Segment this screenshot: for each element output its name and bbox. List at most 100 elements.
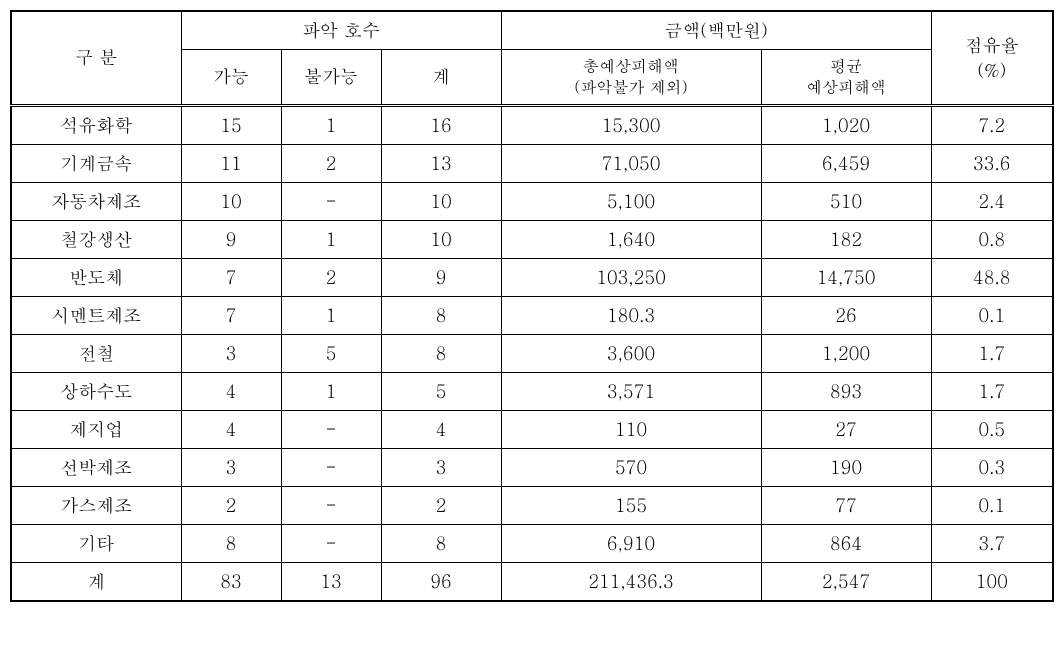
cell-possible: 10 (181, 182, 281, 220)
cell-possible: 8 (181, 524, 281, 562)
cell-category: 제지업 (11, 410, 181, 448)
cell-total_damage: 1,640 (501, 220, 761, 258)
cell-avg_damage: 27 (761, 410, 931, 448)
cell-category: 기계금속 (11, 144, 181, 182)
header-count-group: 파악 호수 (181, 11, 501, 50)
cell-avg_damage: 6,459 (761, 144, 931, 182)
cell-share: 1.7 (931, 334, 1053, 372)
cell-impossible: 1 (281, 296, 381, 334)
cell-category: 자동차제조 (11, 182, 181, 220)
cell-subtotal: 2 (381, 486, 501, 524)
cell-total_damage: 180.3 (501, 296, 761, 334)
cell-avg_damage: 893 (761, 372, 931, 410)
header-avg-damage-l1: 평균 (830, 54, 862, 77)
cell-subtotal: 8 (381, 524, 501, 562)
header-share-label: 점유율 (965, 33, 1019, 58)
cell-subtotal: 16 (381, 105, 501, 144)
cell-share: 0.1 (931, 296, 1053, 334)
table-row: 기계금속1121371,0506,45933.6 (11, 144, 1053, 182)
cell-impossible: 1 (281, 372, 381, 410)
header-amount-group: 금액(백만원) (501, 11, 931, 50)
cell-avg_damage: 190 (761, 448, 931, 486)
header-impossible: 불가능 (281, 50, 381, 106)
cell-impossible: 1 (281, 220, 381, 258)
cell-share: 100 (931, 562, 1053, 601)
header-total-damage-l2: (파악불가 제외) (574, 75, 687, 98)
cell-possible: 83 (181, 562, 281, 601)
header-total-damage-l1: 총예상피해액 (583, 54, 679, 77)
cell-possible: 3 (181, 448, 281, 486)
cell-avg_damage: 1,020 (761, 105, 931, 144)
cell-possible: 3 (181, 334, 281, 372)
cell-avg_damage: 77 (761, 486, 931, 524)
cell-possible: 11 (181, 144, 281, 182)
cell-subtotal: 13 (381, 144, 501, 182)
header-avg-damage: 평균 예상피해액 (761, 50, 931, 106)
cell-avg_damage: 14,750 (761, 258, 931, 296)
cell-impossible: - (281, 448, 381, 486)
cell-impossible: - (281, 524, 381, 562)
cell-avg_damage: 2,547 (761, 562, 931, 601)
cell-total_damage: 211,436.3 (501, 562, 761, 601)
cell-share: 0.1 (931, 486, 1053, 524)
cell-possible: 4 (181, 372, 281, 410)
cell-category: 가스제조 (11, 486, 181, 524)
cell-category: 석유화학 (11, 105, 181, 144)
cell-impossible: 13 (281, 562, 381, 601)
cell-share: 1.7 (931, 372, 1053, 410)
cell-total_damage: 110 (501, 410, 761, 448)
table-row: 계831396211,436.32,547100 (11, 562, 1053, 601)
cell-avg_damage: 182 (761, 220, 931, 258)
cell-impossible: - (281, 410, 381, 448)
cell-avg_damage: 1,200 (761, 334, 931, 372)
cell-subtotal: 8 (381, 296, 501, 334)
cell-total_damage: 6,910 (501, 524, 761, 562)
table-row: 석유화학1511615,3001,0207.2 (11, 105, 1053, 144)
table-row: 자동차제조10-105,1005102.4 (11, 182, 1053, 220)
table-row: 기타8-86,9108643.7 (11, 524, 1053, 562)
cell-share: 7.2 (931, 105, 1053, 144)
cell-share: 33.6 (931, 144, 1053, 182)
cell-impossible: 2 (281, 258, 381, 296)
cell-total_damage: 5,100 (501, 182, 761, 220)
cell-subtotal: 10 (381, 182, 501, 220)
cell-share: 0.8 (931, 220, 1053, 258)
header-share-unit: (%) (977, 58, 1006, 83)
cell-total_damage: 155 (501, 486, 761, 524)
cell-share: 0.3 (931, 448, 1053, 486)
header-total-damage: 총예상피해액 (파악불가 제외) (501, 50, 761, 106)
cell-subtotal: 3 (381, 448, 501, 486)
table-row: 시멘트제조718180.3260.1 (11, 296, 1053, 334)
cell-impossible: 2 (281, 144, 381, 182)
header-subtotal: 계 (381, 50, 501, 106)
table-body: 석유화학1511615,3001,0207.2기계금속1121371,0506,… (11, 105, 1053, 601)
header-share: 점유율 (%) (931, 11, 1053, 105)
cell-total_damage: 3,571 (501, 372, 761, 410)
cell-possible: 2 (181, 486, 281, 524)
cell-impossible: 1 (281, 105, 381, 144)
cell-category: 반도체 (11, 258, 181, 296)
cell-possible: 7 (181, 296, 281, 334)
table-row: 상하수도4153,5718931.7 (11, 372, 1053, 410)
cell-impossible: - (281, 182, 381, 220)
cell-subtotal: 8 (381, 334, 501, 372)
table-row: 선박제조3-35701900.3 (11, 448, 1053, 486)
cell-total_damage: 3,600 (501, 334, 761, 372)
header-category: 구 분 (11, 11, 181, 105)
cell-share: 0.5 (931, 410, 1053, 448)
cell-avg_damage: 864 (761, 524, 931, 562)
header-avg-damage-l2: 예상피해액 (806, 75, 886, 98)
cell-category: 선박제조 (11, 448, 181, 486)
cell-impossible: 5 (281, 334, 381, 372)
cell-subtotal: 4 (381, 410, 501, 448)
table-row: 철강생산91101,6401820.8 (11, 220, 1053, 258)
cell-category: 기타 (11, 524, 181, 562)
cell-total_damage: 103,250 (501, 258, 761, 296)
cell-share: 2.4 (931, 182, 1053, 220)
table-row: 반도체729103,25014,75048.8 (11, 258, 1053, 296)
header-possible: 가능 (181, 50, 281, 106)
cell-possible: 7 (181, 258, 281, 296)
cell-share: 48.8 (931, 258, 1053, 296)
cell-total_damage: 570 (501, 448, 761, 486)
cell-category: 시멘트제조 (11, 296, 181, 334)
